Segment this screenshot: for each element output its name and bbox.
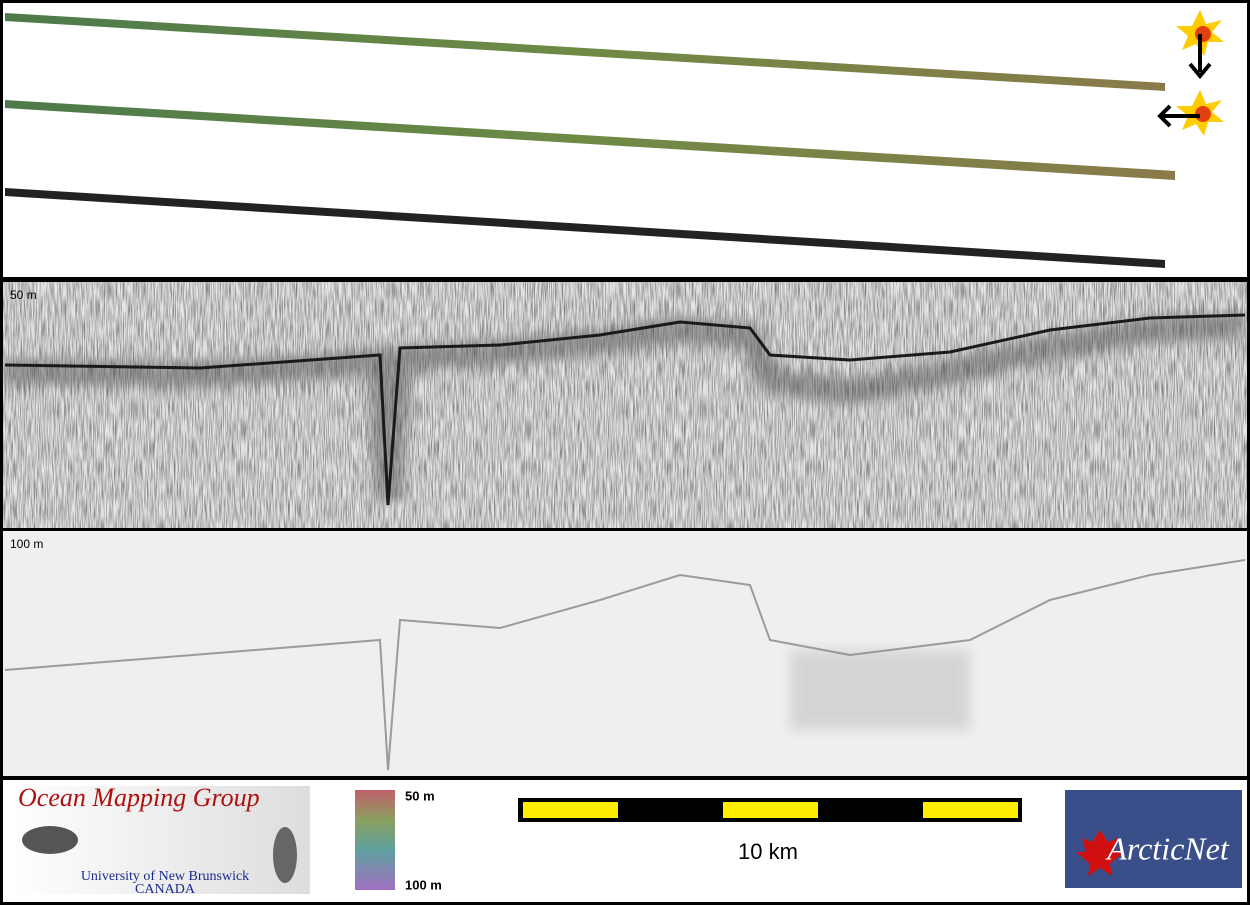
colorbar <box>355 790 395 890</box>
scale-segment <box>923 802 1018 818</box>
seafloor-echo <box>4 559 1246 771</box>
sun-icon <box>1157 90 1224 136</box>
scale-segment <box>723 802 818 818</box>
partner-logo-text: ArcticNet <box>1105 830 1230 866</box>
sun-icon <box>1176 10 1224 80</box>
colorbar-label: 50 m <box>405 788 435 803</box>
logo-graphic <box>273 827 297 883</box>
logo-graphic <box>22 826 78 854</box>
depth-label: 100 m <box>10 537 43 551</box>
logo-subtitle: CANADA <box>135 882 196 897</box>
depth-label: 50 m <box>10 288 37 302</box>
swath-strip <box>5 100 1175 180</box>
maple-leaf <box>1076 830 1124 876</box>
logo-subtitle: University of New Brunswick <box>81 869 249 884</box>
swath-strip <box>5 13 1165 91</box>
echogram-panel <box>3 531 1247 776</box>
echogram-noise <box>3 282 1247 528</box>
seafloor-echo <box>4 313 1246 506</box>
scale-label: 10 km <box>738 839 798 864</box>
swath-strip <box>5 188 1165 268</box>
logo-title: Ocean Mapping Group <box>18 783 260 812</box>
scale-segment <box>523 802 618 818</box>
echo-scatter <box>790 650 970 730</box>
colorbar-label: 100 m <box>405 877 442 892</box>
